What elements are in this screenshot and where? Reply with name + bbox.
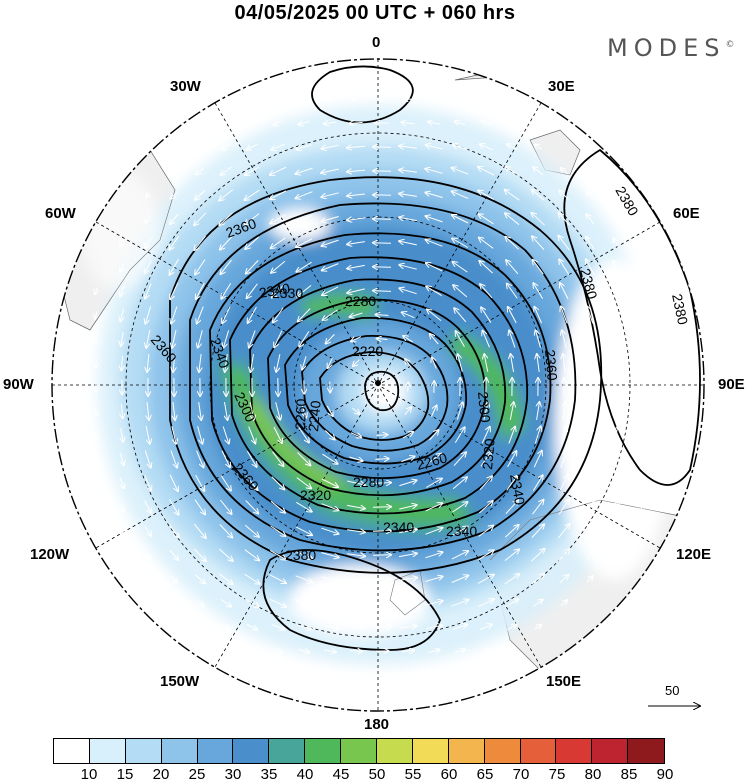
colorbar-tick-label: 30 xyxy=(225,766,242,783)
colorbar-tick-label: 20 xyxy=(153,766,170,783)
contour-label: 2320 xyxy=(300,487,331,503)
lon-label-150e: 150E xyxy=(546,673,581,690)
colorbar-swatch xyxy=(269,739,305,763)
contour-label: 2320 xyxy=(479,438,498,471)
colorbar-swatch xyxy=(90,739,126,763)
wind-arrow xyxy=(373,507,391,508)
map-disk-content: 2380 2380 2380 2380 2360 2360 2360 2360 … xyxy=(52,59,740,711)
contour-label: 2340 xyxy=(383,519,414,535)
wind-arrow xyxy=(352,675,360,676)
colorbar-swatch xyxy=(592,739,628,763)
contour-label: 2220 xyxy=(352,343,383,359)
polar-map: 2380 2380 2380 2380 2360 2360 2360 2360 … xyxy=(0,0,750,730)
lon-label-90e: 90E xyxy=(718,376,745,393)
colorbar-swatch xyxy=(377,739,413,763)
colorbar-swatch xyxy=(54,739,90,763)
contour-label: 2280 xyxy=(345,293,376,309)
colorbar-swatch xyxy=(198,739,234,763)
lon-label-0: 0 xyxy=(372,34,380,51)
contour-label: 2380 xyxy=(285,547,316,563)
colorbar-swatch xyxy=(413,739,449,763)
colorbar-tick-label: 90 xyxy=(657,766,674,783)
lon-label-60e: 60E xyxy=(673,205,700,222)
wind-arrow xyxy=(668,359,669,367)
contour-label: 2280 xyxy=(353,474,384,490)
colorbar-swatch xyxy=(126,739,162,763)
colorbar-tick-label: 25 xyxy=(189,766,206,783)
wind-arrow xyxy=(668,407,669,415)
colorbar-tick-label: 10 xyxy=(81,766,98,783)
colorbar-tick-label: 75 xyxy=(549,766,566,783)
colorbar-swatch xyxy=(305,739,341,763)
colorbar-tick-label: 65 xyxy=(477,766,494,783)
contour-label: 2300 xyxy=(475,391,494,424)
colorbar-tick-label: 70 xyxy=(513,766,530,783)
contour-label: 2330 xyxy=(272,285,303,301)
lon-label-120w: 120W xyxy=(30,546,69,563)
colorbar-swatch xyxy=(341,739,377,763)
colorbar xyxy=(53,738,665,764)
wind-arrow xyxy=(373,267,391,268)
contour-label: 2240 xyxy=(305,400,324,433)
colorbar-swatch xyxy=(233,739,269,763)
wind-reference-value: 50 xyxy=(665,683,679,698)
contour-label: 2360 xyxy=(542,349,561,382)
colorbar-tick-label: 85 xyxy=(621,766,638,783)
colorbar-tick-label: 80 xyxy=(585,766,602,783)
wind-arrow xyxy=(352,99,361,100)
lon-label-120e: 120E xyxy=(676,546,711,563)
lon-label-60w: 60W xyxy=(45,205,76,222)
colorbar-swatch xyxy=(521,739,557,763)
lon-label-90w: 90W xyxy=(3,376,34,393)
colorbar-tick-label: 50 xyxy=(369,766,386,783)
contour-label: 2340 xyxy=(446,523,477,539)
wind-arrow xyxy=(373,243,391,244)
colorbar-swatch xyxy=(449,739,485,763)
colorbar-swatch xyxy=(556,739,592,763)
colorbar-swatch xyxy=(485,739,521,763)
lon-label-30w: 30W xyxy=(170,78,201,95)
colorbar-tick-label: 45 xyxy=(333,766,350,783)
colorbar-tick-label: 55 xyxy=(405,766,422,783)
colorbar-swatch xyxy=(628,739,664,763)
pole-center-dot xyxy=(375,380,381,386)
lon-label-150w: 150W xyxy=(160,673,199,690)
colorbar-swatch xyxy=(162,739,198,763)
colorbar-tick-label: 35 xyxy=(261,766,278,783)
lon-label-30e: 30E xyxy=(548,78,575,95)
colorbar-tick-label: 40 xyxy=(297,766,314,783)
colorbar-tick-label: 60 xyxy=(441,766,458,783)
colorbar-tick-label: 15 xyxy=(117,766,134,783)
lon-label-180: 180 xyxy=(364,716,389,733)
wind-arrow xyxy=(408,383,409,392)
